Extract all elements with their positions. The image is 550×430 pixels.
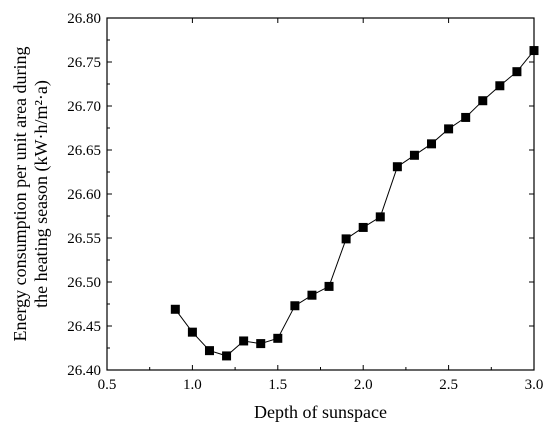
ticks: 0.5 1.0 1.5 2.0 2.5 3.0 26.40 26.45 26.50 26.55 26…	[67, 11, 543, 393]
data-point	[273, 333, 283, 343]
data-point	[444, 124, 454, 134]
data-point	[290, 301, 300, 311]
series	[170, 46, 539, 361]
y-tick-label: 26.80	[67, 11, 101, 27]
x-tick-label: 3.0	[525, 377, 544, 393]
data-point	[427, 139, 437, 149]
data-point	[495, 81, 505, 91]
y-tick-label: 26.70	[67, 99, 101, 115]
data-point	[392, 162, 402, 172]
data-point	[204, 346, 214, 356]
y-tick-label: 26.75	[67, 55, 101, 71]
data-point	[307, 290, 317, 300]
data-point	[222, 351, 232, 361]
data-point	[478, 96, 488, 106]
y-tick-label: 26.65	[67, 143, 101, 159]
series-line	[174, 50, 535, 357]
x-tick-label: 1.5	[268, 377, 287, 393]
y-tick-label: 26.45	[67, 319, 101, 335]
y-axis-title-line-2: the heating season (kW·h/m²·a)	[31, 80, 52, 308]
x-axis-title: Depth of sunspace	[254, 402, 387, 422]
data-point	[187, 327, 197, 337]
data-point	[170, 304, 180, 314]
data-point	[375, 212, 385, 222]
y-axis-title-line-1: Energy consumption per unit area during	[10, 46, 30, 341]
data-point	[529, 46, 539, 56]
x-tick-label: 2.5	[439, 377, 458, 393]
data-point	[256, 339, 266, 349]
x-tick-label: 0.5	[98, 377, 117, 393]
y-tick-label: 26.60	[67, 187, 101, 203]
plot-frame	[106, 17, 535, 371]
y-tick-label: 26.50	[67, 275, 101, 291]
data-point	[409, 150, 419, 160]
x-tick-label: 2.0	[354, 377, 373, 393]
data-point	[512, 67, 522, 77]
data-point	[239, 336, 249, 346]
y-tick-label: 26.55	[67, 231, 101, 247]
axes	[106, 17, 535, 371]
y-tick-label: 26.40	[67, 363, 101, 379]
data-point	[358, 222, 368, 232]
data-point	[341, 234, 351, 244]
data-point	[324, 281, 334, 291]
x-tick-label: 1.0	[183, 377, 202, 393]
data-point	[461, 112, 471, 122]
